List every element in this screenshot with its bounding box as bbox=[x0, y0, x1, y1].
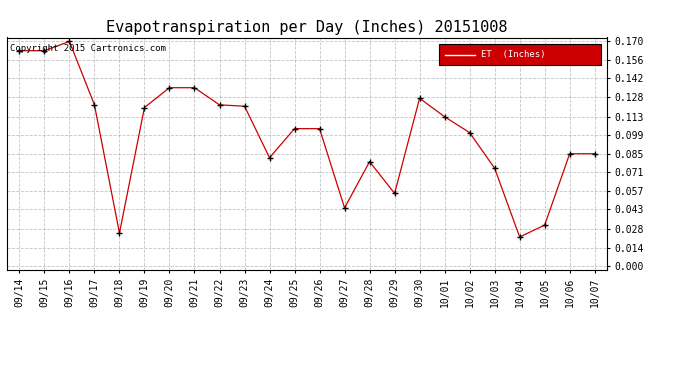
Text: Copyright 2015 Cartronics.com: Copyright 2015 Cartronics.com bbox=[10, 45, 166, 54]
Title: Evapotranspiration per Day (Inches) 20151008: Evapotranspiration per Day (Inches) 2015… bbox=[106, 20, 508, 35]
Text: ET  (Inches): ET (Inches) bbox=[481, 51, 546, 59]
Bar bbox=[439, 45, 601, 65]
